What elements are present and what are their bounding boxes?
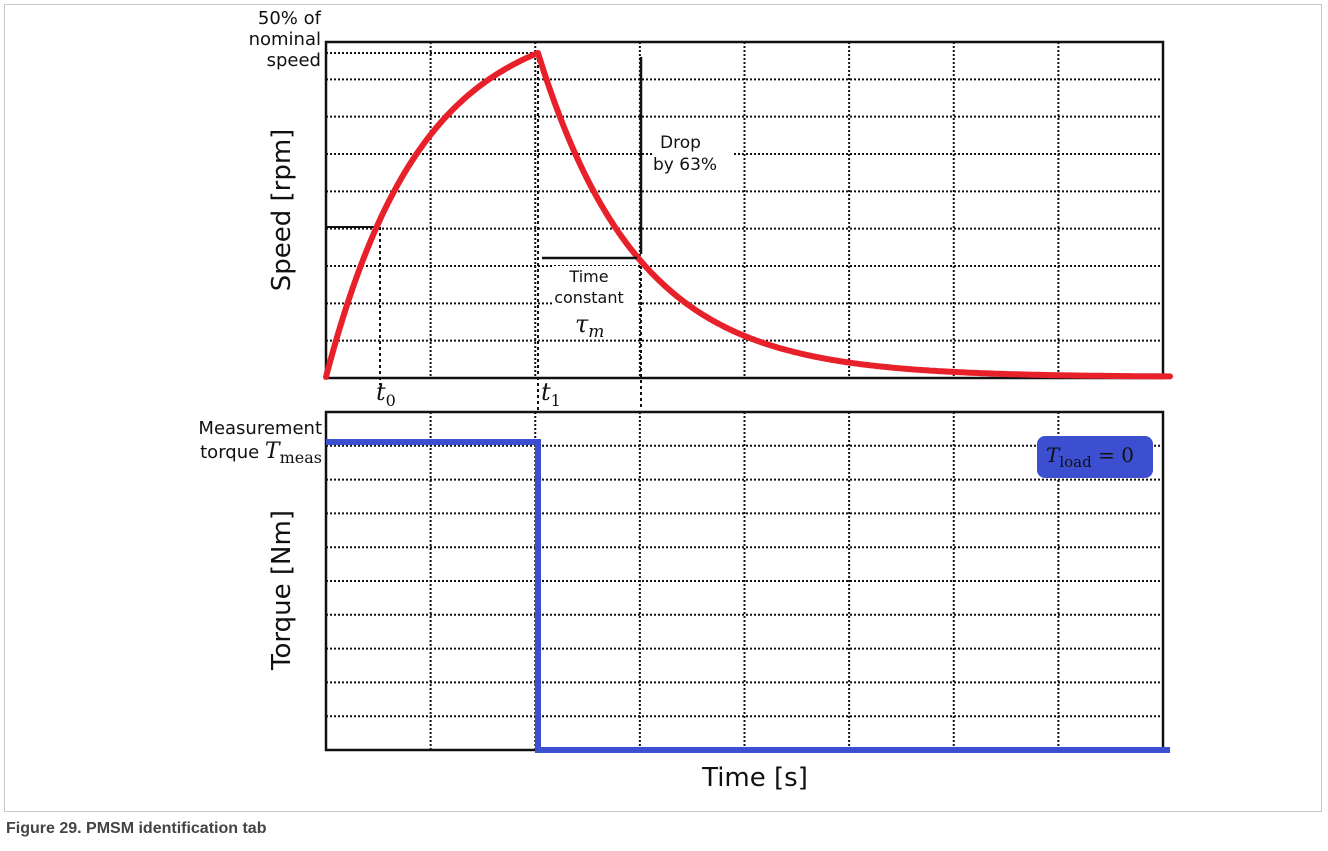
speed-grid bbox=[326, 42, 1163, 378]
time-constant-line-1: Time bbox=[568, 267, 608, 286]
tau-m-symbol: τm bbox=[575, 310, 604, 342]
load-torque-badge bbox=[1037, 436, 1153, 478]
torque-axis-label: Torque [Nm] bbox=[267, 510, 297, 671]
identification-diagram: Speed [rpm] 50% of nominal speed Drop by… bbox=[198, 8, 1173, 793]
drop-label-line-1: Drop bbox=[660, 133, 701, 153]
peak-label-line-3: speed bbox=[267, 50, 321, 71]
drop-label-background bbox=[652, 128, 732, 176]
speed-axis-label: Speed [rpm] bbox=[267, 129, 297, 292]
speed-plot-border bbox=[324, 40, 1165, 380]
drop-label-line-2: by 63% bbox=[653, 155, 717, 175]
torque-step-line bbox=[326, 439, 1170, 753]
time-axis-label: Time [s] bbox=[701, 763, 808, 793]
peak-label-line-1: 50% of bbox=[258, 8, 322, 29]
time-constant-label-background bbox=[554, 266, 636, 338]
speed-plot: Speed [rpm] 50% of nominal speed Drop by… bbox=[249, 8, 1173, 410]
time-constant-line-2: constant bbox=[554, 288, 624, 307]
torque-grid bbox=[326, 412, 1163, 750]
figure-caption: Figure 29. PMSM identification tab bbox=[6, 820, 267, 837]
peak-label-line-2: nominal bbox=[249, 29, 321, 50]
load-torque-label: Tload = 0 bbox=[1046, 443, 1134, 471]
speed-curve bbox=[323, 50, 1173, 380]
torque-plot: Torque [Nm] Measurement torque Tmeas Tlo… bbox=[198, 410, 1170, 753]
t1-label: t1 bbox=[541, 378, 561, 410]
t0-label: t0 bbox=[376, 378, 396, 410]
measurement-torque-line-1: Measurement bbox=[198, 418, 322, 439]
measurement-torque-line-2: torque Tmeas bbox=[200, 439, 322, 467]
